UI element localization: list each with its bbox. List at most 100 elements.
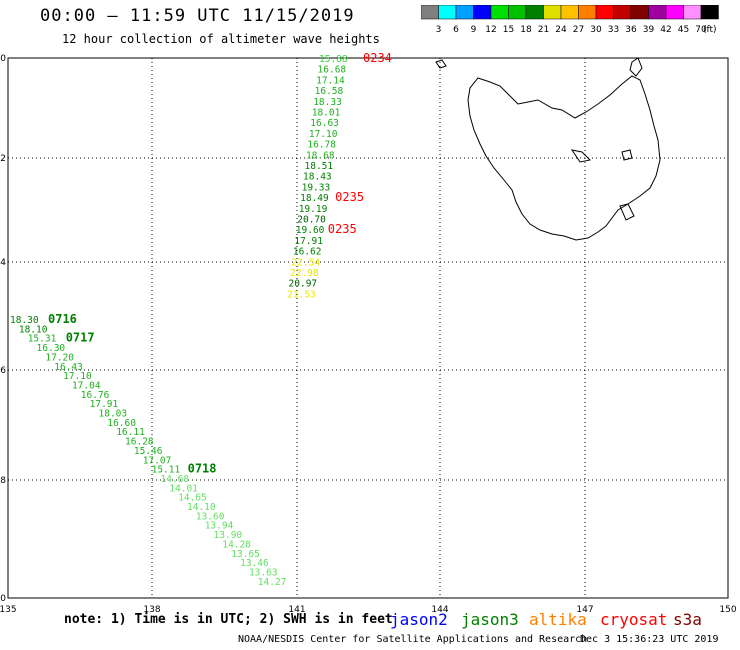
chart-subtitle: 12 hour collection of altimeter wave hei…: [62, 32, 380, 46]
legend-cryosat: cryosat: [600, 610, 668, 629]
wave-height-value: 14.27: [258, 577, 287, 588]
chart-title: 00:00 — 11:59 UTC 11/15/2019: [40, 6, 355, 26]
wave-height-value: 17.10: [309, 129, 338, 140]
wave-height-value: 13.90: [214, 530, 243, 541]
legend-s3a: s3a: [673, 610, 702, 629]
wave-height-value: 16.11: [116, 427, 145, 438]
pass-time-label: 0234: [363, 51, 392, 65]
wave-height-value: 19.19: [299, 204, 328, 215]
island-outline: [435, 59, 447, 69]
color-scale-tick: 45: [678, 25, 689, 35]
color-scale-swatch: [700, 5, 719, 20]
wave-height-value: 17.14: [316, 75, 345, 86]
island-outline: [629, 57, 643, 77]
wave-height-value: 17.07: [143, 455, 172, 466]
pass-time-label: 0716: [48, 312, 77, 326]
legend-jason2: jason2: [390, 610, 448, 629]
latitude-label: -46: [0, 366, 6, 376]
longitude-label: 138: [143, 605, 160, 615]
pass-time-label: 0717: [66, 331, 95, 345]
wave-height-value: 18.33: [313, 97, 342, 108]
wave-height-value: 13.94: [205, 521, 234, 532]
latitude-label: -44: [0, 258, 6, 268]
color-scale-tick: 15: [503, 25, 514, 35]
footer-timestamp: Dec 3 15:36:23 UTC 2019: [580, 634, 719, 645]
color-scale-tick: 33: [608, 25, 619, 35]
wave-height-value: 15.88: [319, 54, 348, 65]
wave-height-value: 16.62: [293, 247, 322, 258]
wave-height-value: 20.97: [289, 279, 318, 290]
latitude-label: -48: [0, 476, 6, 486]
wave-height-value: 14.10: [187, 502, 216, 513]
wave-height-value: 13.46: [240, 558, 269, 569]
color-scale-tick: 9: [471, 25, 477, 35]
wave-height-value: 16.76: [81, 390, 110, 401]
wave-height-value: 20.70: [297, 215, 326, 226]
pass-time-label: 0235: [335, 190, 364, 204]
wave-height-value: 17.20: [45, 352, 74, 363]
map-frame: [7, 57, 729, 599]
wave-height-value: 22.98: [290, 268, 319, 279]
wave-height-value: 18.43: [303, 172, 332, 183]
latitude-label: -50: [0, 594, 6, 604]
longitude-label: 135: [0, 605, 17, 615]
color-scale-unit: (ft): [703, 25, 717, 35]
wave-height-value: 18.30: [10, 315, 39, 326]
wave-height-value: 14.68: [160, 474, 189, 485]
color-scale-tick: 21: [538, 25, 549, 35]
wave-height-value: 16.63: [310, 118, 339, 129]
wave-height-value: 17.91: [90, 399, 119, 410]
wave-height-value: 17.10: [63, 371, 92, 382]
legend-jason3: jason3: [461, 610, 519, 629]
latitude-label: -40: [0, 54, 6, 64]
wave-height-value: 16.60: [107, 418, 136, 429]
color-scale-tick: 24: [555, 25, 567, 35]
island-outline: [570, 149, 592, 163]
color-scale-tick: 3: [436, 25, 442, 35]
wave-height-value: 15.11: [152, 465, 181, 476]
wave-height-value: 18.10: [19, 324, 48, 335]
footer-credit: NOAA/NESDIS Center for Satellite Applica…: [238, 634, 588, 645]
wave-height-value: 22.54: [291, 257, 320, 268]
wave-height-value: 18.01: [312, 108, 341, 119]
wave-height-value: 13.60: [196, 511, 225, 522]
wave-height-value: 15.31: [28, 334, 57, 345]
wave-height-value: 18.49: [300, 193, 329, 204]
wave-height-value: 18.68: [306, 150, 335, 161]
color-scale-tick: 70: [695, 25, 707, 35]
wave-height-value: 13.63: [249, 567, 278, 578]
wave-height-value: 14.65: [178, 493, 207, 504]
wave-height-value: 21.53: [287, 289, 316, 300]
color-scale-tick: 30: [590, 25, 602, 35]
wave-height-value: 16.78: [307, 140, 336, 151]
color-scale-tick: 12: [485, 25, 496, 35]
color-scale-tick: 42: [660, 25, 671, 35]
latitude-label: -42: [0, 154, 6, 164]
legend-altika: altika: [529, 610, 587, 629]
longitude-label: 150: [719, 605, 736, 615]
wave-height-value: 16.28: [125, 437, 154, 448]
wave-height-value: 16.30: [37, 343, 66, 354]
wave-height-value: 16.68: [318, 65, 347, 76]
wave-height-value: 14.28: [222, 539, 251, 550]
longitude-label: 147: [576, 605, 593, 615]
longitude-label: 144: [431, 605, 448, 615]
wave-height-value: 16.58: [315, 86, 344, 97]
color-scale-tick: 6: [453, 25, 459, 35]
wave-height-value: 17.91: [294, 236, 323, 247]
island-outline: [619, 203, 635, 221]
wave-height-value: 19.60: [296, 225, 325, 236]
footer-note: note: 1) Time is in UTC; 2) SWH is in fe…: [64, 612, 393, 627]
longitude-label: 141: [288, 605, 305, 615]
color-scale-tick: 18: [520, 25, 532, 35]
wave-height-value: 14.01: [169, 483, 198, 494]
color-scale-tick: 36: [625, 25, 637, 35]
color-scale-tick: 27: [573, 25, 584, 35]
wave-height-value: 16.43: [54, 362, 83, 373]
color-scale-bar: 3 6 9 12 15 18 21 24 27 30 33 36 39 42 45 70(ft): [421, 5, 719, 35]
color-scale-tick: 39: [643, 25, 655, 35]
wave-height-value: 17.04: [72, 380, 101, 391]
wave-height-value: 13.65: [231, 549, 260, 560]
wave-height-value: 15.46: [134, 446, 163, 457]
